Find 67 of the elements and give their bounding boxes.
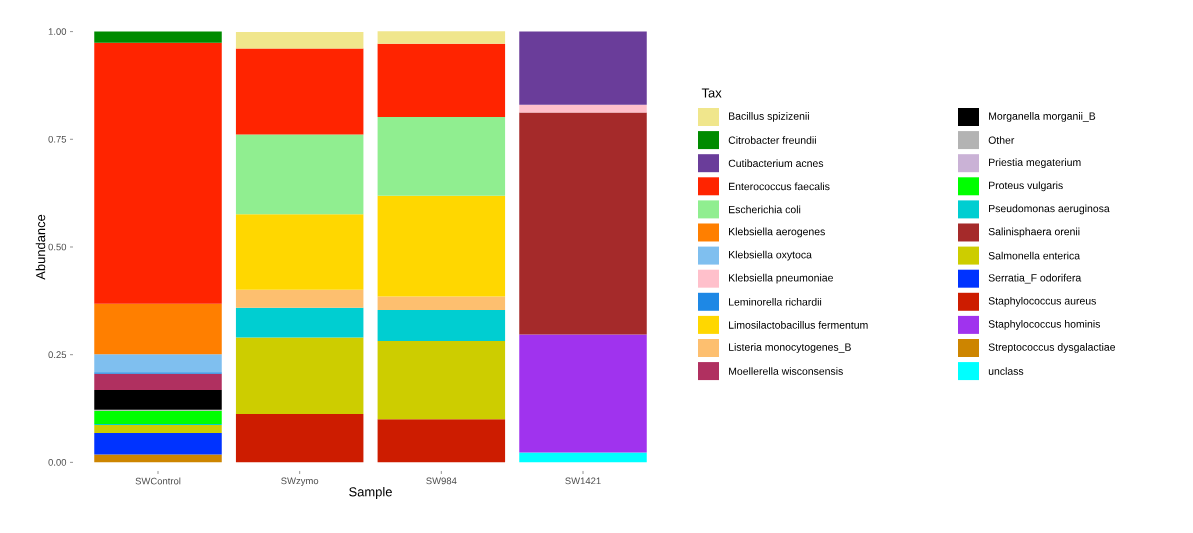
bar: [235, 32, 364, 49]
bar: [519, 31, 647, 105]
bar: [235, 214, 364, 290]
legend-label: Staphylococcus hominis: [988, 320, 1101, 330]
bar: [94, 454, 222, 463]
y-tick-label: 1.00: [48, 28, 67, 35]
bar: [235, 289, 364, 308]
bar: [519, 334, 647, 453]
legend-label: Salinisphaera orenii: [988, 227, 1080, 238]
bar: [94, 303, 222, 355]
legend-label: Other: [988, 136, 1015, 144]
bar: [94, 42, 222, 304]
legend-label: Morganella morganii_B: [989, 112, 1096, 122]
x-tick-label: SW984: [426, 477, 457, 485]
x-tick-label: SWzymo: [281, 477, 319, 487]
bar: [377, 419, 506, 463]
bar: [235, 307, 364, 338]
legend-label: Klebsiella aerogenes: [729, 227, 825, 238]
legend-label: Enterococcus faecalis: [729, 182, 830, 191]
bar: [235, 134, 364, 215]
bar: [94, 31, 222, 43]
x-tick-label: SW1421: [565, 477, 601, 485]
legend-label: Priestia megaterium: [989, 158, 1081, 169]
legend-label: Klebsiella pneumoniae: [729, 273, 833, 284]
legend-label: Bacillus spizizenii: [729, 112, 809, 122]
bar: [377, 195, 506, 297]
legend-label: Staphylococcus aureus: [988, 296, 1096, 307]
bar: [377, 116, 506, 196]
bar: [94, 410, 222, 425]
x-tick-label: SWControl: [135, 477, 181, 485]
y-tick-label: 0.25: [48, 351, 67, 359]
y-tick-label: 0.75: [48, 135, 67, 143]
legend-title: Tax: [701, 88, 722, 98]
bar: [377, 309, 506, 341]
x-axis-title: Sample: [349, 486, 392, 499]
legend-label: Streptococcus dysgalactiae: [988, 343, 1116, 353]
bar: [519, 112, 647, 335]
legend-label: Limosilactobacillus fermentum: [729, 321, 868, 329]
y-tick-label: 0.00: [48, 459, 67, 466]
legend-label: Klebsiella oxytoca: [729, 250, 812, 261]
legend-label: Citrobacter freundii: [728, 136, 816, 144]
bar: [377, 340, 506, 420]
bar: [235, 48, 364, 135]
bar: [94, 354, 222, 373]
bar: [377, 296, 506, 310]
legend-label: Leminorella richardii: [729, 297, 822, 306]
bar: [94, 424, 222, 434]
legend-label: Cutibacterium acnes: [728, 159, 824, 168]
bar: [94, 390, 222, 410]
bar: [519, 104, 647, 113]
bar: [94, 433, 222, 455]
bar: [94, 373, 222, 390]
legend-label: Escherichia coli: [729, 205, 801, 214]
legend-label: Salmonella enterica: [988, 251, 1081, 260]
bar: [235, 337, 364, 415]
bar: [377, 31, 506, 44]
y-axis-title: Abundance: [35, 214, 46, 280]
legend-label: Pseudomonas aeruginosa: [989, 204, 1110, 215]
bar: [377, 43, 506, 117]
legend-label: Proteus vulgaris: [989, 181, 1063, 192]
bar: [235, 414, 364, 463]
legend-label: unclass: [988, 367, 1024, 375]
y-tick-label: 0.50: [48, 243, 67, 251]
legend-label: Listeria monocytogenes_B: [729, 343, 851, 353]
legend-label: Moellerella wisconsensis: [729, 367, 843, 375]
bar: [519, 452, 647, 463]
legend-label: Serratia_F odorifera: [988, 273, 1082, 284]
